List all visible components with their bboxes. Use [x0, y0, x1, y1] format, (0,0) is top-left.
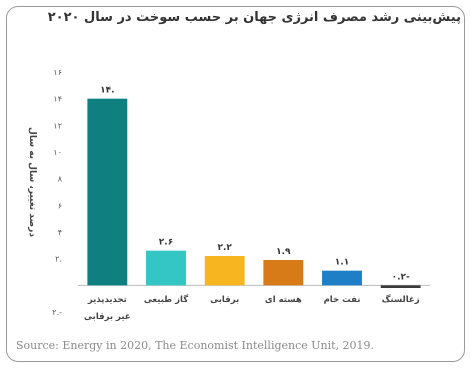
value-label: ۱.۹ [276, 247, 291, 257]
bar [322, 270, 362, 286]
bar [263, 260, 304, 286]
y-tick-label: ۸ [58, 175, 63, 184]
value-label: ۲.۲ [217, 243, 232, 253]
category-label: گاز طبیعی [144, 294, 188, 305]
category-label: تجدیدپذیر غیر برقابی [84, 295, 131, 322]
y-tick-label: ۱۰ [53, 148, 62, 157]
bar [146, 250, 186, 286]
y-tick-label: ۱۴ [53, 95, 62, 104]
chart-title: پیش‌بینی رشد مصرف انرژی جهان بر حسب سوخت… [47, 10, 461, 25]
value-label: ۱.۱ [335, 258, 349, 268]
category-label: برقابی [210, 295, 239, 305]
chart-card [6, 6, 465, 362]
category-label: نفت خام [324, 295, 361, 305]
y-tick-label: ۲.- [52, 308, 62, 317]
y-tick-label: ۲. [55, 255, 62, 264]
bar [87, 98, 128, 286]
category-label: زغالسنگ [382, 294, 420, 305]
y-tick-label: ۱۲ [53, 121, 62, 130]
category-label: هسته ای [265, 295, 302, 305]
y-tick-label: ۴ [58, 228, 62, 237]
value-label: ۰.۲- [392, 272, 410, 282]
source-note: Source: Energy in 2020, The Economist In… [16, 339, 375, 352]
value-label: ۱۴. [100, 86, 114, 96]
y-tick-label: ۱۶ [53, 68, 62, 77]
y-axis-title: درصد تغییر، سال به سال [27, 127, 37, 237]
bar [204, 256, 245, 286]
bar [380, 285, 421, 288]
y-tick-label: ۶ [58, 201, 62, 210]
value-label: ۲.۶ [159, 238, 173, 248]
